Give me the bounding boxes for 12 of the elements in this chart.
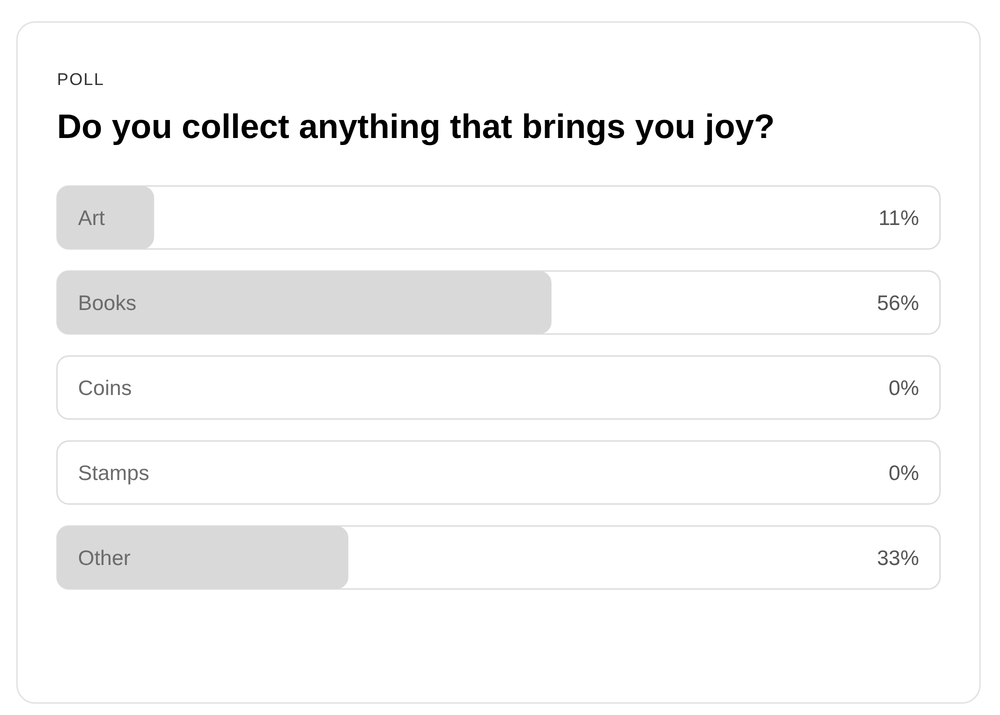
y-tick-label: Coins <box>78 376 132 400</box>
data-label: 33% <box>876 546 919 570</box>
data-label: 11% <box>878 206 919 230</box>
y-tick-label: Art <box>78 206 105 230</box>
y-tick-label: Stamps <box>78 462 150 485</box>
data-label: 0% <box>888 462 919 485</box>
data-label: 0% <box>888 376 919 400</box>
data-label: 56% <box>876 292 919 315</box>
y-tick-label: Other <box>78 546 131 570</box>
chart-subtitle: POLL <box>57 70 104 89</box>
y-tick-label: Books <box>78 292 136 315</box>
chart-title: Do you collect anything that brings you joy? <box>57 108 775 146</box>
